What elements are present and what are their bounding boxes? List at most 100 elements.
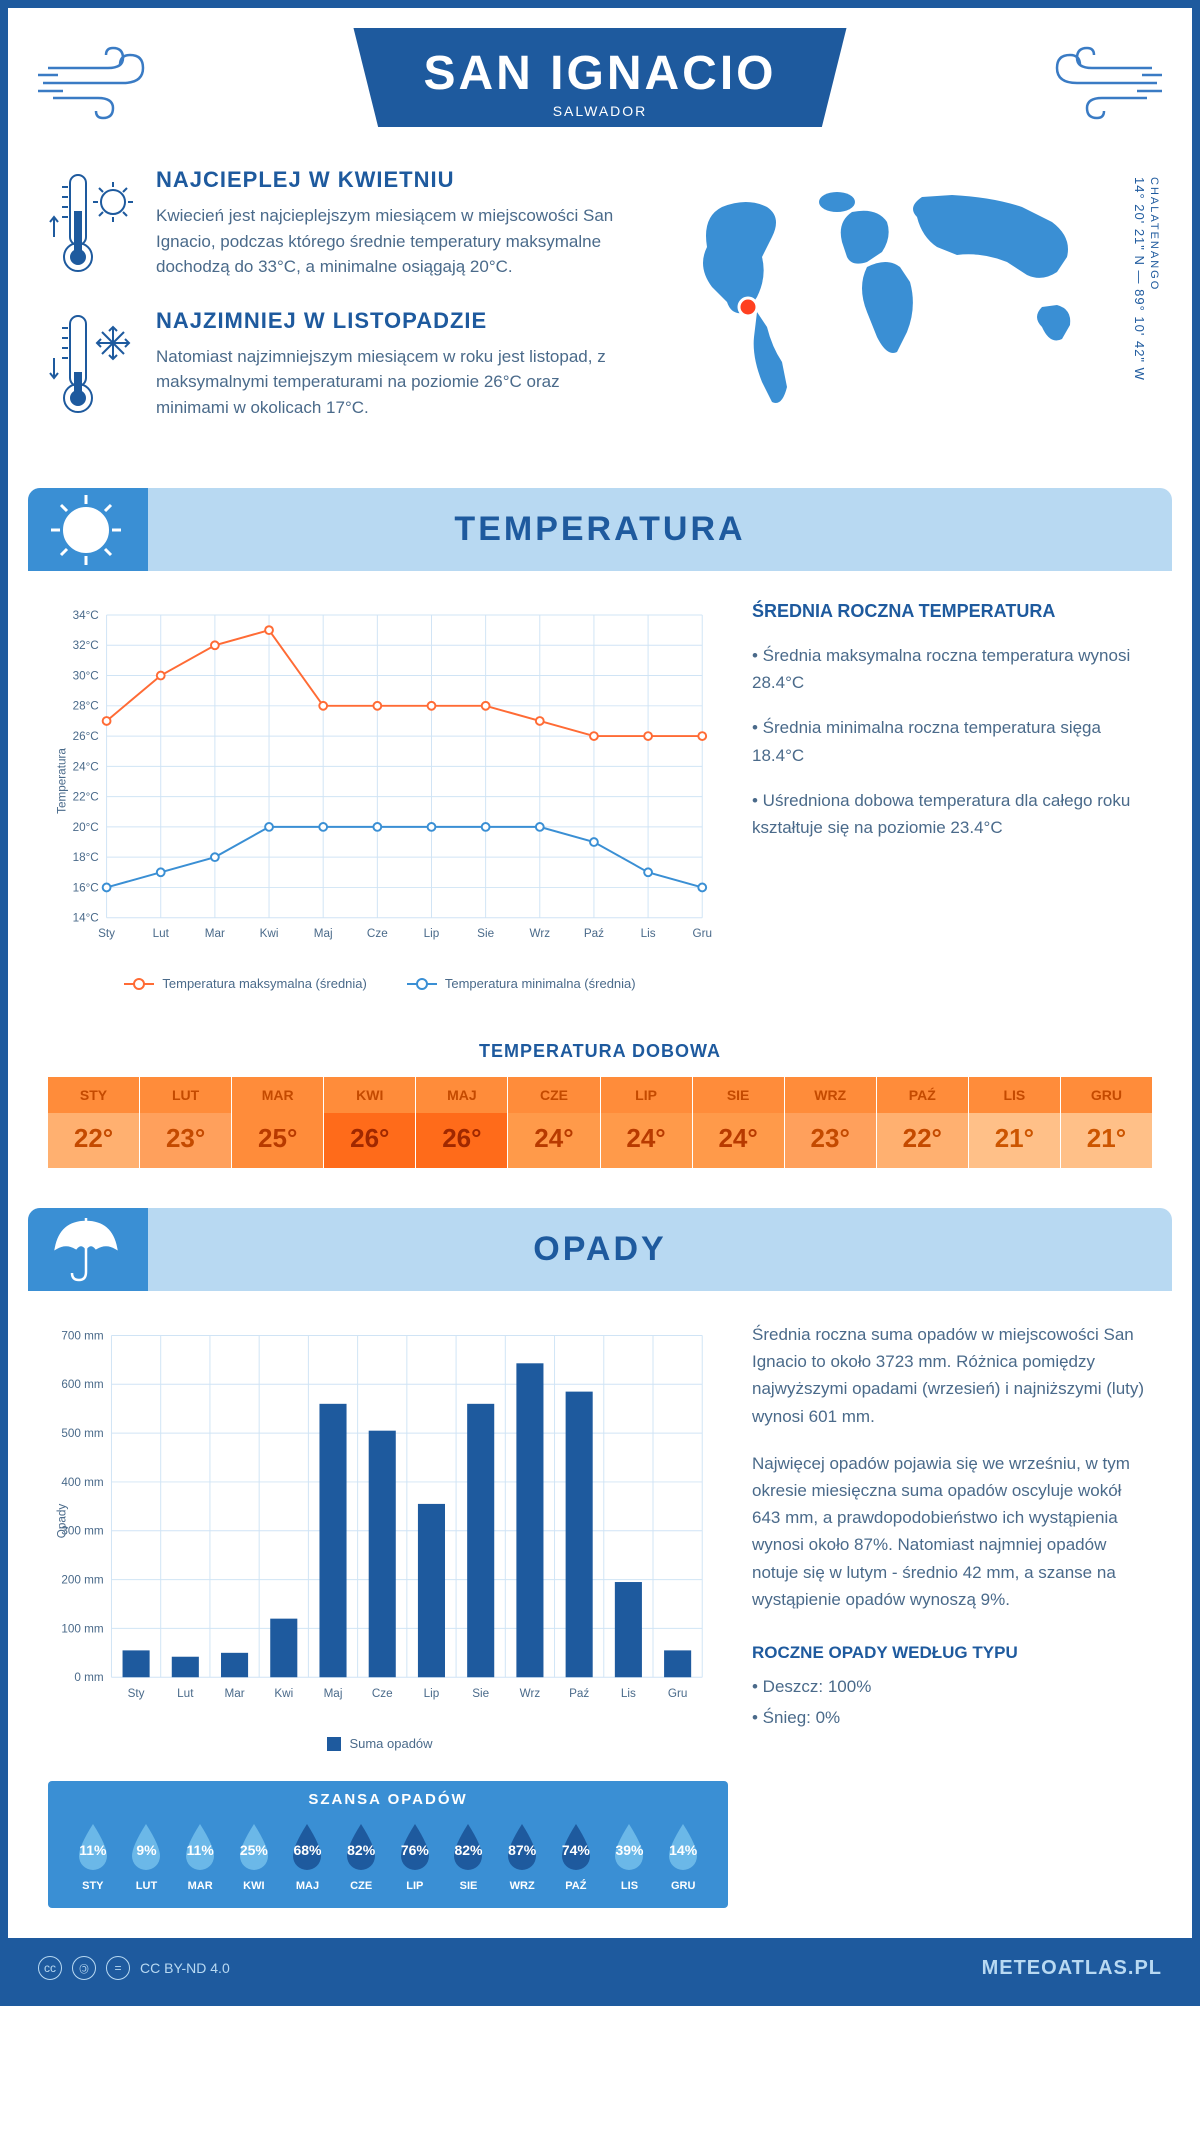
daily-cell: PAŹ22° <box>877 1077 968 1168</box>
footer: cc 🄯 = CC BY-ND 4.0 METEOATLAS.PL <box>8 1938 1192 1998</box>
temp-section-title: TEMPERATURA <box>28 510 1172 549</box>
precipitation-header: OPADY <box>28 1208 1172 1291</box>
temp-chart-wrap: 14°C16°C18°C20°C22°C24°C26°C28°C30°C32°C… <box>48 601 712 991</box>
thermometer-cold-icon <box>48 308 138 418</box>
intro-section: NAJCIEPLEJ W KWIETNIU Kwiecień jest najc… <box>8 157 1192 478</box>
cc-icon: cc <box>38 1956 62 1980</box>
svg-text:Mar: Mar <box>224 1687 244 1700</box>
temp-info-title: ŚREDNIA ROCZNA TEMPERATURA <box>752 601 1152 622</box>
chance-item: 14%GRU <box>658 1820 708 1892</box>
by-icon: 🄯 <box>72 1956 96 1980</box>
chance-item: 87%WRZ <box>497 1820 547 1892</box>
page: SAN IGNACIO SALWADOR <box>0 0 1200 2006</box>
svg-text:Maj: Maj <box>314 927 333 940</box>
svg-text:600 mm: 600 mm <box>61 1378 103 1391</box>
daily-cell: GRU21° <box>1061 1077 1152 1168</box>
svg-text:0 mm: 0 mm <box>74 1671 103 1684</box>
lon-label: 89° 10' 42" W <box>1132 289 1147 381</box>
precipitation-bar-chart: 0 mm100 mm200 mm300 mm400 mm500 mm600 mm… <box>48 1321 712 1721</box>
daily-temp-title: TEMPERATURA DOBOWA <box>8 1041 1192 1062</box>
temperature-body: 14°C16°C18°C20°C22°C24°C26°C28°C30°C32°C… <box>8 571 1192 1021</box>
cold-title: NAJZIMNIEJ W LISTOPADZIE <box>156 308 632 334</box>
svg-text:Wrz: Wrz <box>529 927 550 940</box>
world-map-icon <box>672 167 1112 427</box>
legend-sum-label: Suma opadów <box>349 1736 432 1751</box>
svg-text:18°C: 18°C <box>73 851 99 864</box>
daily-cell: LIS21° <box>969 1077 1060 1168</box>
daily-temp-table: STY22°LUT23°MAR25°KWI26°MAJ26°CZE24°LIP2… <box>48 1077 1152 1168</box>
svg-text:28°C: 28°C <box>73 700 99 713</box>
svg-text:Lip: Lip <box>424 1687 440 1700</box>
intro-text-col: NAJCIEPLEJ W KWIETNIU Kwiecień jest najc… <box>48 167 632 448</box>
chance-item: 9%LUT <box>122 1820 172 1892</box>
svg-text:Kwi: Kwi <box>260 927 279 940</box>
daily-cell: LUT23° <box>140 1077 231 1168</box>
daily-cell: STY22° <box>48 1077 139 1168</box>
precipitation-body: 0 mm100 mm200 mm300 mm400 mm500 mm600 mm… <box>8 1291 1192 1771</box>
wind-icon-right <box>1042 43 1162 123</box>
svg-text:Gru: Gru <box>692 927 712 940</box>
cold-text: Natomiast najzimniejszym miesiącem w rok… <box>156 344 632 421</box>
daily-cell: KWI26° <box>324 1077 415 1168</box>
daily-cell: MAR25° <box>232 1077 323 1168</box>
warm-block: NAJCIEPLEJ W KWIETNIU Kwiecień jest najc… <box>48 167 632 280</box>
svg-text:100 mm: 100 mm <box>61 1622 103 1635</box>
svg-text:Cze: Cze <box>372 1687 393 1700</box>
svg-text:Paź: Paź <box>569 1687 589 1700</box>
daily-cell: SIE24° <box>693 1077 784 1168</box>
chance-box: SZANSA OPADÓW 11%STY9%LUT11%MAR25%KWI68%… <box>48 1781 728 1908</box>
chance-title: SZANSA OPADÓW <box>68 1791 708 1808</box>
svg-text:Sie: Sie <box>472 1687 489 1700</box>
svg-text:20°C: 20°C <box>73 821 99 834</box>
svg-text:Sie: Sie <box>477 927 494 940</box>
wind-icon-left <box>38 43 158 123</box>
chance-item: 11%MAR <box>175 1820 225 1892</box>
chance-item: 68%MAJ <box>283 1820 333 1892</box>
chance-item: 39%LIS <box>605 1820 655 1892</box>
chance-item: 11%STY <box>68 1820 118 1892</box>
daily-cell: LIP24° <box>601 1077 692 1168</box>
svg-text:34°C: 34°C <box>73 609 99 622</box>
nd-icon: = <box>106 1956 130 1980</box>
svg-text:500 mm: 500 mm <box>61 1427 103 1440</box>
temperature-header: TEMPERATURA <box>28 488 1172 571</box>
precip-chart-wrap: 0 mm100 mm200 mm300 mm400 mm500 mm600 mm… <box>48 1321 712 1751</box>
umbrella-icon <box>46 1210 126 1290</box>
precip-para1: Średnia roczna suma opadów w miejscowośc… <box>752 1321 1152 1430</box>
city-title: SAN IGNACIO <box>423 46 776 101</box>
daily-cell: MAJ26° <box>416 1077 507 1168</box>
svg-text:Lis: Lis <box>621 1687 636 1700</box>
thermometer-hot-icon <box>48 167 138 277</box>
daily-cell: CZE24° <box>508 1077 599 1168</box>
chance-row: 11%STY9%LUT11%MAR25%KWI68%MAJ82%CZE76%LI… <box>68 1820 708 1892</box>
legend-max-label: Temperatura maksymalna (średnia) <box>162 976 366 991</box>
footer-license: cc 🄯 = CC BY-ND 4.0 <box>38 1956 230 1980</box>
chance-item: 25%KWI <box>229 1820 279 1892</box>
svg-text:Mar: Mar <box>205 927 225 940</box>
cold-block: NAJZIMNIEJ W LISTOPADZIE Natomiast najzi… <box>48 308 632 421</box>
precip-type-title: ROCZNE OPADY WEDŁUG TYPU <box>752 1643 1152 1663</box>
svg-text:16°C: 16°C <box>73 881 99 894</box>
temp-bullet: • Średnia minimalna roczna temperatura s… <box>752 714 1152 768</box>
sun-icon <box>46 490 126 570</box>
svg-text:Lis: Lis <box>641 927 656 940</box>
svg-text:22°C: 22°C <box>73 791 99 804</box>
title-banner: SAN IGNACIO SALWADOR <box>353 28 846 127</box>
country-subtitle: SALWADOR <box>423 103 776 119</box>
svg-text:Sty: Sty <box>128 1687 145 1700</box>
legend-max: .legend-item:nth-child(1) .legend-line::… <box>124 976 366 991</box>
temp-bullet: • Uśredniona dobowa temperatura dla całe… <box>752 787 1152 841</box>
svg-text:Temperatura: Temperatura <box>56 748 69 814</box>
header: SAN IGNACIO SALWADOR <box>8 8 1192 157</box>
footer-site: METEOATLAS.PL <box>982 1957 1162 1980</box>
svg-text:200 mm: 200 mm <box>61 1573 103 1586</box>
svg-text:Lut: Lut <box>153 927 170 940</box>
svg-text:400 mm: 400 mm <box>61 1476 103 1489</box>
region-label: CHALATENANGO <box>1148 177 1160 291</box>
warm-title: NAJCIEPLEJ W KWIETNIU <box>156 167 632 193</box>
svg-text:Lut: Lut <box>177 1687 194 1700</box>
temp-info: ŚREDNIA ROCZNA TEMPERATURA • Średnia mak… <box>752 601 1152 991</box>
svg-text:14°C: 14°C <box>73 912 99 925</box>
precip-section-title: OPADY <box>28 1230 1172 1269</box>
svg-text:32°C: 32°C <box>73 639 99 652</box>
